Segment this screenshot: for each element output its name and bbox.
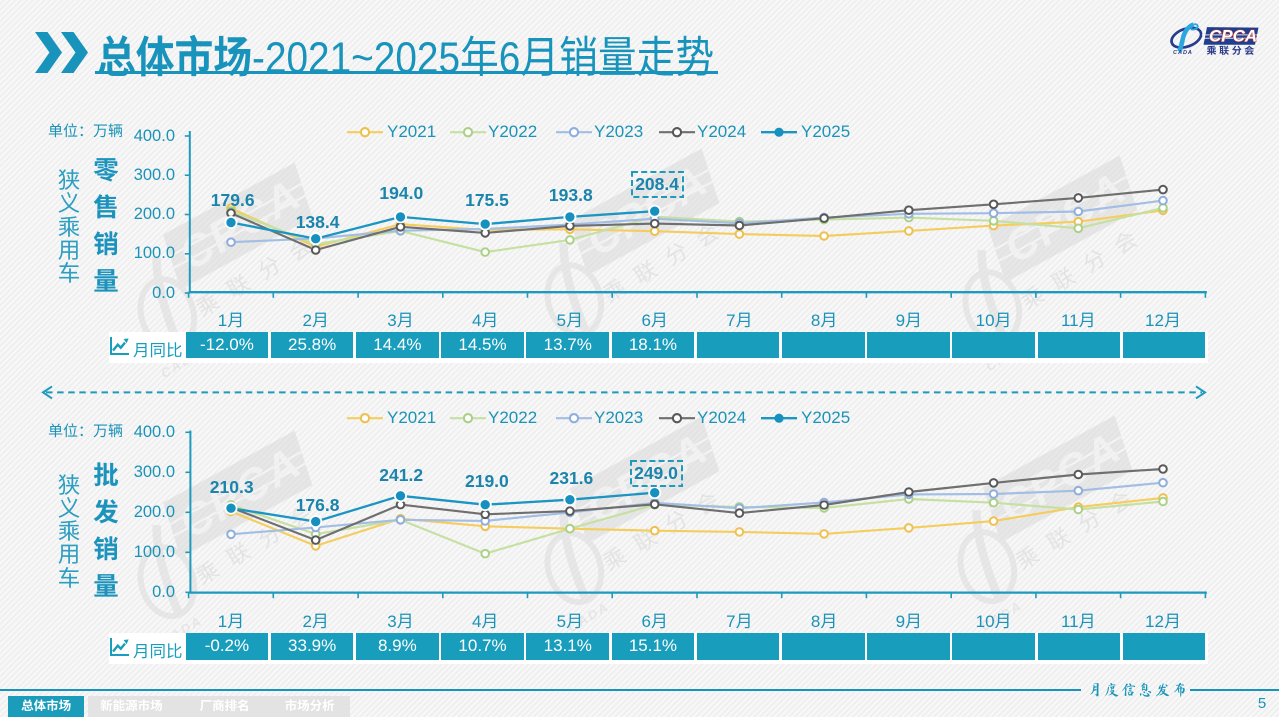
svg-text:CPCA: CPCA bbox=[1209, 27, 1257, 46]
svg-text:乘联分会: 乘联分会 bbox=[1207, 45, 1257, 57]
svg-text:CADA: CADA bbox=[1173, 50, 1193, 56]
